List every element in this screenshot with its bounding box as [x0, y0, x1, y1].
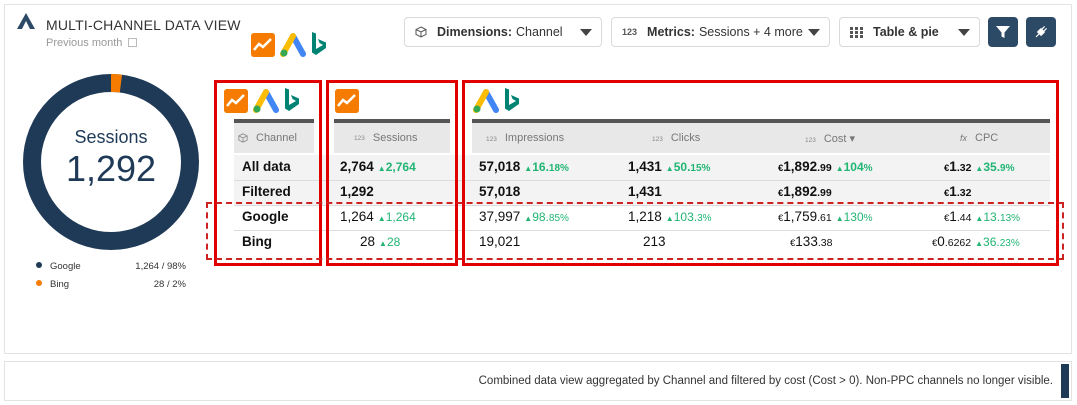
dimensions-value: Channel — [516, 25, 563, 39]
number-icon: 123 — [486, 136, 497, 143]
metrics-value: Sessions + 4 more — [698, 25, 803, 39]
footer-text: Combined data view aggregated by Channel… — [478, 375, 1053, 387]
legend-dot — [36, 280, 42, 286]
delta-badge: ▲103.3% — [665, 210, 712, 224]
delta-badge: ▲98.85% — [524, 210, 569, 224]
google-analytics-icon — [251, 33, 275, 57]
channel-source-logos — [224, 87, 300, 113]
plug-icon — [1035, 25, 1048, 38]
row-clicks: 1,431 — [628, 184, 662, 199]
ppc-rows-highlight — [206, 202, 1064, 260]
donut-value: 1,292 — [65, 148, 157, 189]
column-header-cpc[interactable]: fx CPC — [960, 132, 999, 144]
filter-icon — [996, 26, 1010, 38]
row-cost: €1,892.99 — [778, 184, 832, 199]
cube-icon — [415, 26, 427, 38]
view-type-value: Table & pie — [873, 25, 939, 39]
bing-icon — [505, 88, 519, 111]
row-sessions: 2,764 ▲2,764 — [340, 159, 416, 174]
calendar-icon[interactable] — [128, 38, 138, 47]
formula-icon: fx — [960, 133, 968, 143]
donut-slice-bing — [110, 74, 123, 93]
bing-icon — [285, 88, 299, 111]
dimensions-label: Dimensions: — [437, 25, 513, 39]
row-cost: €1,759.61 ▲130% — [778, 209, 873, 224]
google-ads-icon — [253, 89, 279, 113]
delta-badge: ▲104% — [835, 160, 873, 174]
row-cost: €133.38 — [790, 234, 833, 249]
sessions-highlight-box — [326, 80, 458, 266]
channel-highlight-box — [214, 80, 322, 266]
delta-badge: ▲35.9% — [975, 160, 1015, 174]
view-type-dropdown[interactable]: Table & pie — [839, 17, 980, 47]
row-cpc: €1.44 ▲13.13% — [944, 209, 1021, 224]
bing-icon — [312, 32, 326, 55]
column-header-clicks[interactable]: 123 Clicks — [652, 132, 701, 144]
google-ads-icon — [280, 33, 306, 57]
source-logos — [251, 31, 327, 57]
delta-badge: ▲13.13% — [975, 210, 1021, 224]
cube-icon — [238, 133, 248, 143]
row-sessions: 1,264 ▲1,264 — [340, 209, 416, 224]
legend-dot — [36, 262, 42, 268]
row-cost: €1,892.99 ▲104% — [778, 159, 873, 174]
number-icon: 123 — [805, 136, 816, 144]
row-clicks: 1,431 ▲50.15% — [628, 159, 711, 174]
column-header-sessions[interactable]: 123 Sessions — [334, 123, 450, 153]
filter-button[interactable] — [988, 17, 1018, 47]
row-impressions: 57,018 ▲16.18% — [479, 159, 569, 174]
google-ads-icon — [473, 89, 499, 113]
ppc-header-row: 123 Impressions 123 Clicks 123 Cost ▾ fx CPC — [472, 123, 1050, 153]
delta-badge: ▲1,264 — [377, 210, 416, 224]
delta-badge: ▲2,764 — [377, 160, 416, 174]
row-channel: Bing — [242, 234, 272, 249]
delta-badge: ▲50.15% — [665, 160, 711, 174]
chevron-down-icon — [958, 29, 970, 36]
ppc-source-logos — [472, 87, 520, 113]
sessions-donut-chart — [23, 74, 199, 250]
row-impressions: 57,018 — [479, 184, 521, 199]
column-header-cost[interactable]: 123 Cost ▾ — [805, 132, 856, 145]
number-icon: 123 — [622, 27, 638, 37]
row-clicks: 213 — [643, 234, 666, 249]
ppc-highlight-box — [462, 80, 1059, 266]
column-header-impressions[interactable]: 123 Impressions — [486, 132, 565, 144]
dimensions-dropdown[interactable]: Dimensions: Channel — [404, 17, 602, 47]
google-analytics-icon — [335, 89, 359, 113]
chevron-down-icon — [808, 29, 820, 36]
legend-item-google: Google 1,264 / 98% — [36, 261, 186, 272]
table-icon — [850, 26, 863, 38]
connect-button[interactable] — [1026, 17, 1056, 47]
legend-item-bing: Bing 28 / 2% — [36, 279, 186, 290]
delta-badge: ▲16.18% — [524, 160, 569, 174]
page-title: MULTI-CHANNEL DATA VIEW — [46, 17, 241, 33]
row-cpc: €1.32 — [944, 184, 972, 199]
row-sessions: 1,292 — [340, 184, 374, 199]
row-cpc: €0.6262 ▲36.23% — [932, 234, 1020, 249]
chevron-down-icon — [580, 29, 592, 36]
footer-note: Combined data view aggregated by Channel… — [4, 361, 1072, 401]
number-icon: 123 — [354, 134, 365, 142]
delta-badge: ▲28 — [379, 235, 401, 249]
column-header-channel[interactable]: Channel — [234, 123, 314, 153]
row-channel: Filtered — [242, 184, 291, 199]
google-analytics-icon — [224, 89, 248, 113]
row-sessions: 28 ▲28 — [360, 234, 401, 249]
date-range-label[interactable]: Previous month — [46, 37, 138, 49]
metrics-label: Metrics: — [647, 25, 695, 39]
row-impressions: 19,021 — [479, 234, 521, 249]
app-logo-icon — [17, 13, 35, 29]
delta-badge: ▲36.23% — [975, 235, 1020, 249]
row-clicks: 1,218 ▲103.3% — [628, 209, 712, 224]
row-channel: All data — [242, 159, 291, 174]
row-channel: Google — [242, 209, 289, 224]
metrics-dropdown[interactable]: 123 Metrics: Sessions + 4 more — [611, 17, 830, 47]
donut-label: Sessions — [74, 127, 148, 147]
scrollbar[interactable] — [1061, 364, 1069, 398]
sessions-source-logos — [335, 89, 359, 113]
delta-badge: ▲130% — [835, 210, 873, 224]
row-impressions: 37,997 ▲98.85% — [479, 209, 569, 224]
number-icon: 123 — [652, 136, 663, 143]
row-cpc: €1.32 ▲35.9% — [944, 159, 1015, 174]
